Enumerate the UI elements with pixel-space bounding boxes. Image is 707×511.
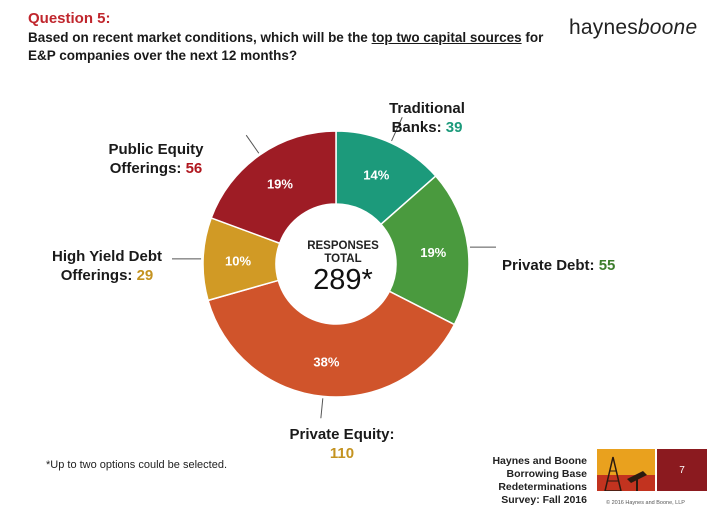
label-private-debt: Private Debt: 55: [502, 256, 615, 275]
label-value: 29: [136, 267, 154, 284]
label-name-line1: Public Equity: [108, 141, 204, 158]
center-caption-line1: RESPONSES: [307, 240, 379, 252]
leader-line: [245, 134, 260, 154]
label-name-line2: Offerings: 56: [96, 159, 216, 178]
label-public-equity: Public Equity Offerings: 56: [96, 140, 216, 178]
leader-lines: [172, 117, 496, 419]
slice-public-equity: [210, 130, 337, 245]
question-number: Question 5:: [28, 10, 111, 27]
logo-italic: boone: [637, 16, 698, 39]
label-name-line2: Banks: 39: [372, 118, 482, 137]
label-name-part: Offerings:: [60, 267, 137, 284]
logo-main: haynes: [569, 16, 638, 39]
question-text-end: for E&P companies over the next 12 month…: [28, 30, 544, 63]
label-private-equity: Private Equity: 110: [267, 425, 417, 463]
footer-line3: Survey: Fall 2016: [501, 494, 587, 506]
label-name-part: Banks:: [391, 119, 446, 136]
percent-label: 38%: [313, 355, 339, 370]
center-total: 289*: [313, 264, 373, 296]
label-name-part: Offerings:: [109, 160, 186, 177]
question-text: Based on recent market conditions, which…: [28, 29, 568, 65]
percent-label: 14%: [363, 168, 389, 183]
label-high-yield-debt: High Yield Debt Offerings: 29: [32, 247, 182, 285]
page-number: 7: [657, 449, 707, 491]
percent-labels: 14% 19% 38% 10% 19%: [225, 168, 447, 370]
percent-label: 19%: [420, 245, 446, 260]
label-name-line1: Traditional: [389, 100, 465, 117]
label-value: 56: [185, 160, 203, 177]
label-value: 55: [598, 257, 616, 274]
label-name-line1: Private Equity:: [289, 426, 395, 443]
footnote: *Up to two options could be selected.: [46, 459, 228, 471]
slice-private-debt: [379, 174, 470, 326]
slice-private-equity: [207, 279, 456, 398]
leader-line: [391, 117, 403, 142]
footer-line2: Borrowing Base Redeterminations: [498, 468, 587, 493]
label-name-line2: Offerings: 29: [32, 266, 182, 285]
label-value: 110: [329, 445, 355, 462]
oil-rig-image: [597, 449, 655, 491]
label-traditional-banks: Traditional Banks: 39: [372, 99, 482, 137]
question-text-start: Based on recent market conditions, which…: [28, 30, 372, 45]
donut-slices: [202, 130, 470, 398]
question-text-underlined: top two capital sources: [371, 30, 522, 45]
label-name-line1: High Yield Debt: [51, 248, 162, 265]
center-caption-line2: TOTAL: [324, 253, 362, 265]
label-name-part: Private Debt:: [502, 257, 599, 274]
percent-label: 19%: [267, 177, 293, 192]
label-value: 39: [445, 119, 463, 136]
percent-label: 10%: [225, 253, 251, 268]
copyright: © 2016 Haynes and Boone, LLP: [606, 500, 685, 506]
footer-line1: Haynes and Boone: [492, 455, 587, 467]
haynesboone-logo: haynesboone: [569, 16, 697, 40]
leader-line: [320, 398, 324, 419]
footer-source: Haynes and Boone Borrowing Base Redeterm…: [425, 455, 587, 507]
